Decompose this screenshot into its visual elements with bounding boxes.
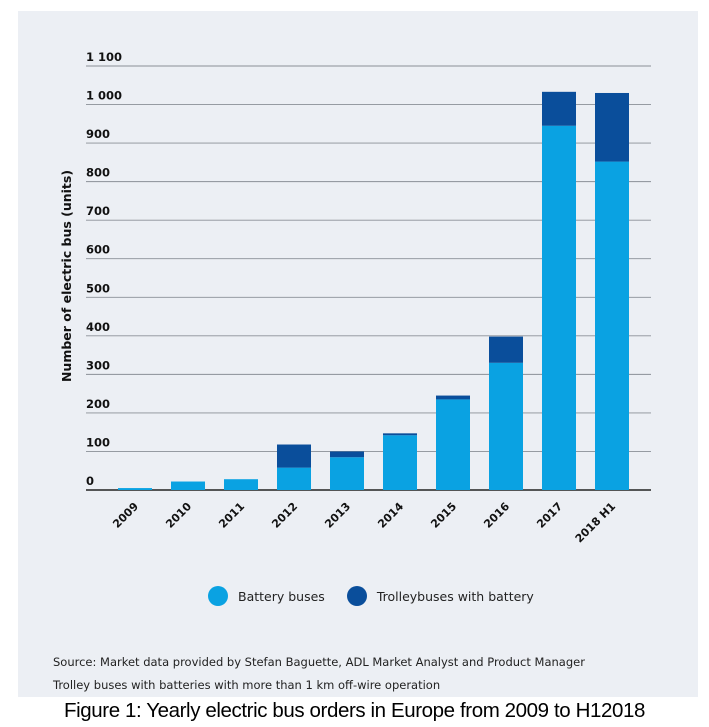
y-tick-label: 400	[86, 320, 110, 334]
bar-trolleybuses-2014	[383, 433, 417, 436]
y-tick-label: 900	[86, 127, 110, 141]
bar-battery-buses-2009	[118, 488, 152, 490]
source-line: Source: Market data provided by Stefan B…	[53, 655, 585, 669]
legend-label: Trolleybuses with battery	[376, 588, 534, 604]
bar-battery-buses-2018-h1	[595, 161, 629, 491]
y-tick-label: 600	[86, 243, 110, 257]
figure-panel: 0 100 200 300 400 500 600 700 800 900 1 000 1 100 2…	[18, 11, 698, 697]
x-tick-label: 2012	[269, 500, 300, 531]
legend-swatch	[346, 586, 367, 606]
figure-caption: Figure 1: Yearly electric bus orders in …	[64, 699, 645, 722]
y-tick-labels: 0 100 200 300 400 500 600 700 800 900 1 000 1 100	[86, 50, 122, 488]
y-tick-label: 200	[86, 397, 110, 411]
x-tick-label: 2015	[428, 500, 459, 531]
x-tick-label: 2017	[534, 500, 565, 531]
source-note: Source: Market data provided by Stefan B…	[53, 651, 693, 697]
legend-swatch	[208, 586, 228, 606]
bar-battery-buses-2016	[489, 362, 523, 490]
y-tick-label: 500	[86, 281, 110, 295]
y-tick-label: 1 000	[86, 89, 122, 103]
bar-trolleybuses-2018-h1	[595, 92, 629, 162]
bar-chart: 0 100 200 300 400 500 600 700 800 900 1 000 1 100 2…	[59, 50, 651, 546]
legend: Battery buses Trolleybuses with battery	[208, 586, 556, 606]
bar-battery-buses-2017	[542, 125, 576, 490]
bar-battery-buses-2012	[277, 467, 311, 490]
y-tick-label: 100	[86, 435, 110, 449]
bar-trolleybuses-2016	[489, 336, 523, 363]
bar-battery-buses-2010	[171, 481, 205, 490]
bar-battery-buses-2011	[224, 479, 258, 490]
bar-trolleybuses-2012	[277, 444, 311, 468]
y-tick-label: 300	[86, 358, 110, 372]
x-tick-label: 2009	[110, 500, 141, 531]
y-tick-label: 0	[86, 474, 94, 488]
x-tick-label: 2011	[216, 500, 247, 531]
y-axis-label: Number of electric bus (units)	[59, 170, 74, 382]
bar-battery-buses-2014	[383, 435, 417, 490]
y-tick-label: 700	[86, 204, 110, 218]
x-tick-label: 2016	[481, 500, 512, 531]
legend-item-battery-buses: Battery buses	[208, 586, 325, 606]
x-tick-label: 2010	[163, 500, 194, 531]
x-tick-label: 2013	[322, 500, 353, 531]
legend-item-trolleybuses: Trolleybuses with battery	[346, 586, 534, 606]
bar-trolleybuses-2017	[542, 91, 576, 126]
y-tick-label: 1 100	[86, 50, 122, 64]
y-tick-label: 800	[86, 166, 110, 180]
legend-label: Battery buses	[238, 588, 325, 604]
bar-battery-buses-2013	[330, 457, 364, 490]
bars	[118, 91, 629, 491]
x-tick-label: 2018 H1	[573, 500, 618, 545]
source-line: Trolley buses with batteries with more t…	[53, 678, 441, 692]
bar-trolleybuses-2013	[330, 451, 364, 458]
x-tick-label: 2014	[375, 500, 406, 531]
bar-trolleybuses-2015	[436, 395, 470, 400]
bar-battery-buses-2015	[436, 399, 470, 490]
x-tick-labels: 2009 2010 2011 2012 2013 2014 2015 2016 2017 2018…	[110, 500, 618, 546]
